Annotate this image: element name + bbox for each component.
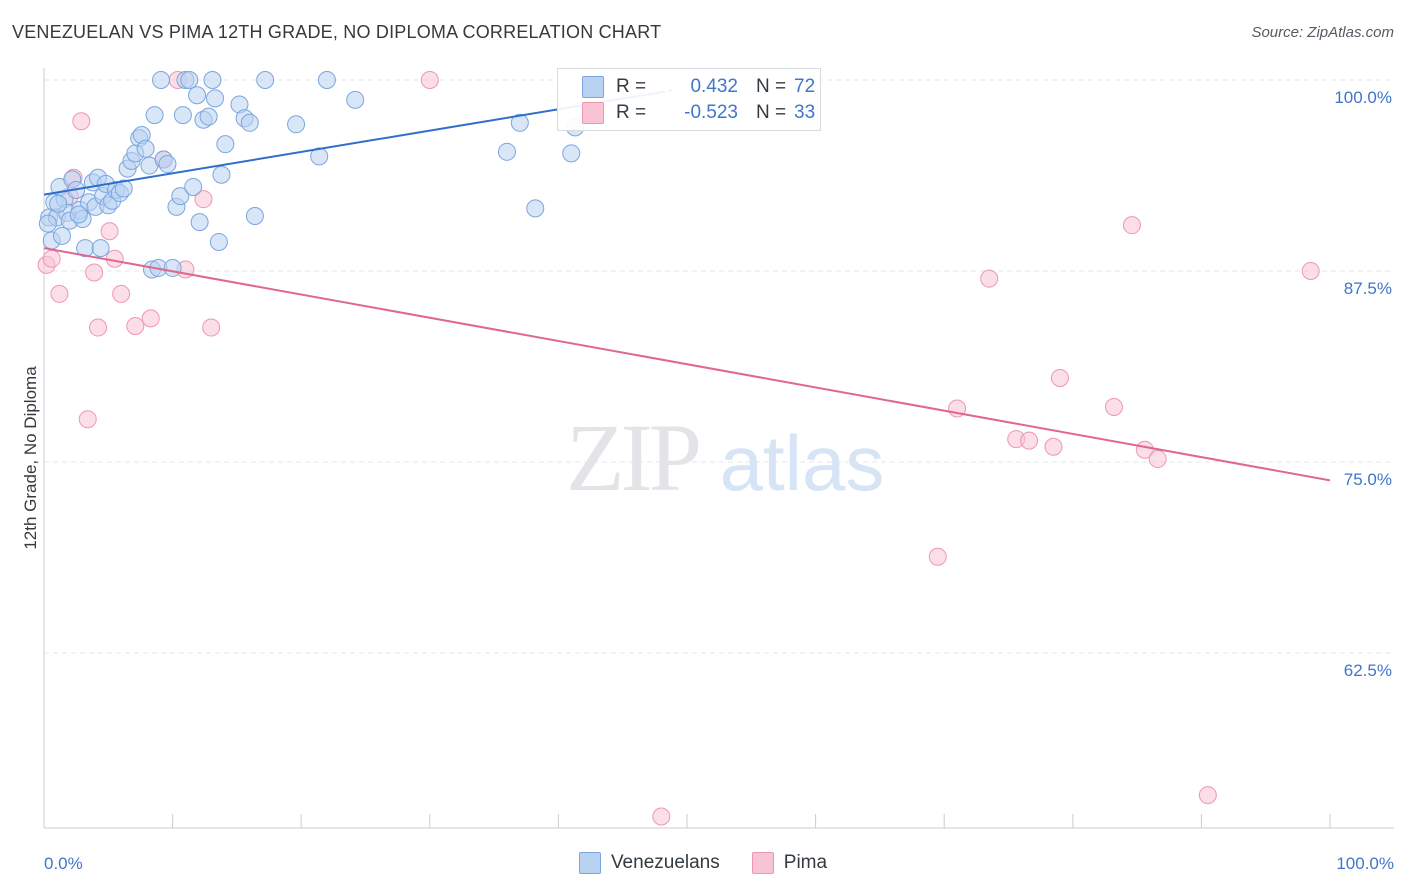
venezuelan-point [562, 144, 581, 163]
venezuelan-point [38, 214, 57, 233]
pima-points [37, 71, 1320, 826]
bottom-legend-label-venezuelans: Venezuelans [610, 852, 720, 873]
venezuelan-point [346, 90, 365, 109]
pima-point [78, 410, 97, 429]
venezuelan-point [188, 86, 207, 105]
tick-labels: 100.0% 87.5% 75.0% 62.5% 0.0% 100.0% [44, 88, 1394, 873]
pima-point [1198, 786, 1217, 805]
venezuelan-point [190, 213, 209, 232]
legend-n-label: N = [756, 102, 787, 123]
pima-point [126, 317, 145, 336]
grid-lines [44, 79, 1394, 654]
watermark-atlas: atlas [720, 419, 885, 507]
venezuelan-point [53, 226, 72, 245]
venezuelan-point [212, 165, 231, 184]
venezuelan-points [38, 71, 585, 279]
watermark-zip: ZIP [566, 404, 699, 511]
pima-point [1301, 262, 1320, 280]
venezuelan-point [173, 106, 192, 125]
pima-point [89, 318, 108, 337]
venezuelan-point [310, 147, 329, 166]
venezuelan-point [526, 199, 545, 218]
x-tick-label: 100.0% [1336, 854, 1394, 873]
y-tick-label: 75.0% [1344, 470, 1392, 489]
axes [43, 68, 1394, 829]
venezuelan-point [510, 113, 529, 132]
venezuelan-point [216, 135, 235, 154]
pima-point [420, 71, 439, 89]
pima-point [1020, 431, 1039, 450]
legend-r-label: R = [616, 76, 647, 97]
venezuelan-point [209, 232, 228, 251]
pima-point [980, 269, 999, 288]
pima-point [1044, 437, 1063, 456]
venezuelan-point [184, 177, 203, 196]
pima-point [652, 807, 671, 826]
venezuelan-point [199, 107, 218, 126]
legend-n-label: N = [756, 76, 787, 97]
pima-trend-line [43, 247, 1331, 482]
pima-point [42, 249, 61, 268]
pima-point [112, 284, 131, 303]
venezuelan-point [136, 139, 155, 158]
pima-point [1122, 216, 1141, 235]
venezuelan-point [245, 206, 264, 225]
venezuelan-point [158, 155, 177, 174]
legend-swatch-pima [582, 102, 604, 124]
legend-swatch-venezuelans [582, 76, 604, 98]
pima-point [194, 190, 213, 209]
y-tick-label: 62.5% [1344, 661, 1392, 680]
venezuelan-point [49, 194, 68, 213]
bottom-legend: Venezuelans Pima [0, 852, 1406, 874]
legend-row-venezuelans: R = 0.432 N = 72 [582, 75, 815, 99]
pima-point [85, 263, 104, 282]
y-tick-label: 87.5% [1344, 279, 1392, 298]
venezuelan-point [145, 106, 164, 125]
pima-point [202, 318, 221, 337]
bottom-legend-venezuelans[interactable]: Venezuelans [578, 852, 720, 874]
venezuelan-point [497, 142, 516, 161]
venezuelan-point [69, 205, 88, 224]
pima-point [1148, 449, 1167, 468]
bottom-legend-label-pima: Pima [783, 852, 828, 873]
chart-title: VENEZUELAN VS PIMA 12TH GRADE, NO DIPLOM… [12, 22, 662, 42]
bottom-legend-pima[interactable]: Pima [751, 852, 828, 874]
watermark: ZIP atlas [566, 404, 884, 511]
y-tick-label: 100.0% [1334, 88, 1392, 107]
venezuelan-point [163, 258, 182, 277]
legend-row-pima: R = -0.523 N = 33 [582, 101, 815, 125]
y-axis-label: 12th Grade, No Diploma [21, 366, 40, 550]
source-label: Source: ZipAtlas.com [1251, 24, 1394, 41]
venezuelan-point [171, 187, 190, 206]
stats-legend: R = 0.432 N = 72 R = -0.523 N = 33 [557, 68, 821, 131]
pima-point [50, 284, 69, 303]
pima-point [1050, 368, 1069, 387]
legend-r-value: -0.523 [684, 102, 738, 123]
venezuelan-point [206, 89, 225, 108]
pima-point [100, 222, 119, 241]
venezuelan-point [114, 179, 133, 198]
legend-n-value: 72 [794, 76, 816, 97]
x-tick-label: 0.0% [44, 854, 83, 873]
venezuelan-point [256, 71, 275, 89]
bottom-legend-swatch-venezuelans [578, 852, 601, 874]
legend-n-value: 33 [794, 102, 816, 123]
venezuelan-point [180, 71, 199, 89]
venezuelan-point [91, 239, 110, 258]
venezuelan-point [287, 115, 306, 134]
pima-point [1104, 397, 1123, 416]
venezuelan-point [317, 71, 336, 89]
pima-point [72, 112, 91, 131]
pima-point [141, 309, 160, 328]
legend-r-label: R = [616, 102, 647, 123]
legend-r-value: 0.432 [690, 76, 738, 97]
venezuelan-point [152, 71, 171, 89]
bottom-legend-swatch-pima [751, 852, 774, 874]
pima-point [928, 547, 947, 566]
venezuelan-point [240, 113, 259, 132]
venezuelan-point [203, 71, 222, 89]
